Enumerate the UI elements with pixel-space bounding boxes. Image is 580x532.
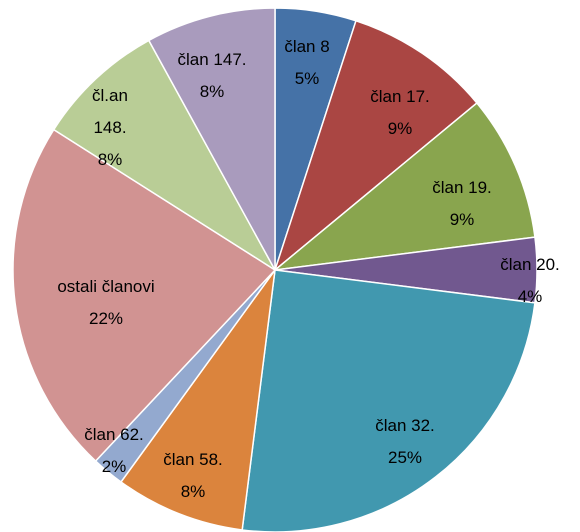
slice-label: član 147. 8% <box>167 44 257 108</box>
category-label: član 32. <box>375 416 435 435</box>
value-label: 22% <box>88 309 124 328</box>
slice-label: čl.an 148. 8% <box>83 80 138 176</box>
value-label: 8% <box>180 482 206 501</box>
slice-label: član 62. 2% <box>69 419 159 483</box>
slice-label: član 58. 8% <box>148 444 238 508</box>
slice-label: član 32. 25% <box>360 410 450 474</box>
value-label: 2% <box>101 457 127 476</box>
slice-label: član 8 5% <box>267 31 347 95</box>
slice-label: ostali članovi 22% <box>21 271 191 335</box>
slice-label: član 17. 9% <box>355 81 445 145</box>
value-label: 25% <box>387 448 423 467</box>
pie-slice <box>12 128 277 463</box>
pie-slice <box>119 269 276 531</box>
slice-label: član 19. 9% <box>417 172 507 236</box>
category-label: član 8 <box>284 37 330 56</box>
pie-slice <box>272 101 536 272</box>
value-label: 8% <box>97 150 123 169</box>
pie-slice <box>273 19 478 273</box>
category-label: član 147. <box>177 50 247 69</box>
category-label: član 62. <box>84 425 144 444</box>
pie-slice <box>241 269 536 532</box>
value-label: 9% <box>387 119 413 138</box>
value-label: 4% <box>517 287 543 306</box>
category-label: ostali članovi <box>57 277 155 296</box>
value-label: 9% <box>449 210 475 229</box>
pie-slice <box>147 7 276 271</box>
category-label: član 19. <box>432 178 492 197</box>
category-label: član 58. <box>163 450 223 469</box>
value-label: 8% <box>199 82 225 101</box>
category-label: čl.an 148. <box>92 86 128 137</box>
category-label: član 20. <box>500 255 560 274</box>
slice-label: član 20. 4% <box>500 249 560 313</box>
pie-slice <box>52 39 276 271</box>
category-label: član 17. <box>370 87 430 106</box>
value-label: 5% <box>294 69 320 88</box>
